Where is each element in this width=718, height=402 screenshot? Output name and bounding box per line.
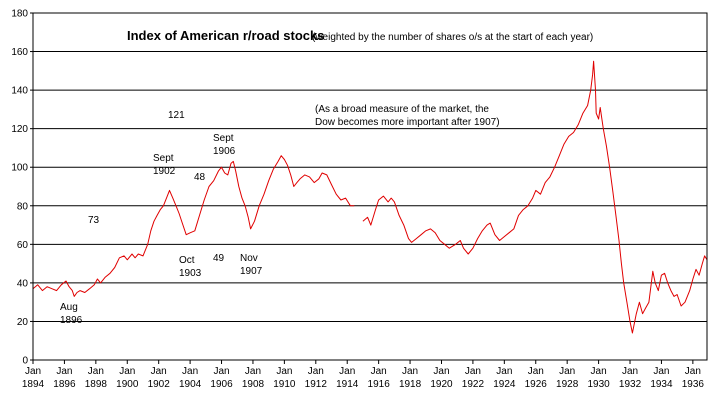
x-tick-label-1894: Jan 1894 xyxy=(22,366,45,390)
y-axis: 0 20 40 60 80 100 120 140 160 180 xyxy=(11,9,33,367)
y-tick-label-80: 80 xyxy=(17,201,29,212)
x-tick-label-1914: Jan 1914 xyxy=(336,366,359,390)
plot-frame xyxy=(32,12,708,361)
chart-subtitle: (weighted by the number of shares o/s at… xyxy=(312,32,593,43)
annotation-label: Nov 1907 xyxy=(240,253,263,277)
annotation-label: Sept 1906 xyxy=(213,133,236,157)
x-tick-label-1910: Jan 1910 xyxy=(273,366,296,390)
x-tick-label-1908: Jan 1908 xyxy=(242,366,265,390)
series-layer xyxy=(32,60,708,334)
x-tick-label-1936: Jan 1936 xyxy=(682,366,705,390)
y-tick-label-120: 120 xyxy=(11,124,28,135)
annotations: Aug 1896 73 Sept 1902 121 Oct 1903 48 Sept 1906 49 N… xyxy=(60,104,500,326)
y-tick-label-60: 60 xyxy=(17,240,29,251)
x-tick-label-1918: Jan 1918 xyxy=(399,366,422,390)
annotation-label: 73 xyxy=(88,215,100,226)
y-tick-label-20: 20 xyxy=(17,317,29,328)
x-tick-label-1906: Jan 1906 xyxy=(210,366,233,390)
x-tick-label-1912: Jan 1912 xyxy=(305,366,328,390)
x-axis: Jan 1894 Jan 1896 Jan 1898 Jan 1900 Jan 1902 Jan 19… xyxy=(22,360,705,390)
series-line-segment-1 xyxy=(32,155,355,297)
x-tick-label-1928: Jan 1928 xyxy=(556,366,579,390)
x-tick-label-1920: Jan 1920 xyxy=(430,366,453,390)
x-tick-label-1902: Jan 1902 xyxy=(148,366,171,390)
x-tick-label-1904: Jan 1904 xyxy=(179,366,202,390)
x-tick-label-1896: Jan 1896 xyxy=(53,366,76,390)
annotation-label: 121 xyxy=(168,110,185,121)
x-tick-label-1898: Jan 1898 xyxy=(85,366,108,390)
x-tick-label-1922: Jan 1922 xyxy=(462,366,485,390)
annotation-label: (As a broad measure of the market, the Do… xyxy=(315,104,500,128)
x-tick-label-1924: Jan 1924 xyxy=(493,366,516,390)
x-tick-label-1926: Jan 1926 xyxy=(525,366,548,390)
x-tick-label-1930: Jan 1930 xyxy=(587,366,610,390)
x-tick-label-1934: Jan 1934 xyxy=(650,366,673,390)
series-line-segment-2 xyxy=(362,60,708,334)
x-tick-label-1932: Jan 1932 xyxy=(619,366,642,390)
annotation-label: Sept 1902 xyxy=(153,153,176,177)
y-tick-label-180: 180 xyxy=(11,9,28,20)
y-tick-label-40: 40 xyxy=(17,278,29,289)
y-tick-label-0: 0 xyxy=(22,356,28,367)
annotation-label: Aug 1896 xyxy=(60,302,83,326)
annotation-label: 49 xyxy=(213,253,225,264)
y-tick-label-160: 160 xyxy=(11,47,28,58)
annotation-label: 48 xyxy=(194,172,206,183)
gridlines xyxy=(33,51,707,322)
x-tick-label-1916: Jan 1916 xyxy=(368,366,391,390)
y-tick-label-140: 140 xyxy=(11,86,28,97)
x-tick-label-1900: Jan 1900 xyxy=(116,366,139,390)
chart-title: Index of American r/road stocks xyxy=(127,28,324,43)
y-tick-label-100: 100 xyxy=(11,163,28,174)
annotation-label: Oct 1903 xyxy=(179,255,202,279)
